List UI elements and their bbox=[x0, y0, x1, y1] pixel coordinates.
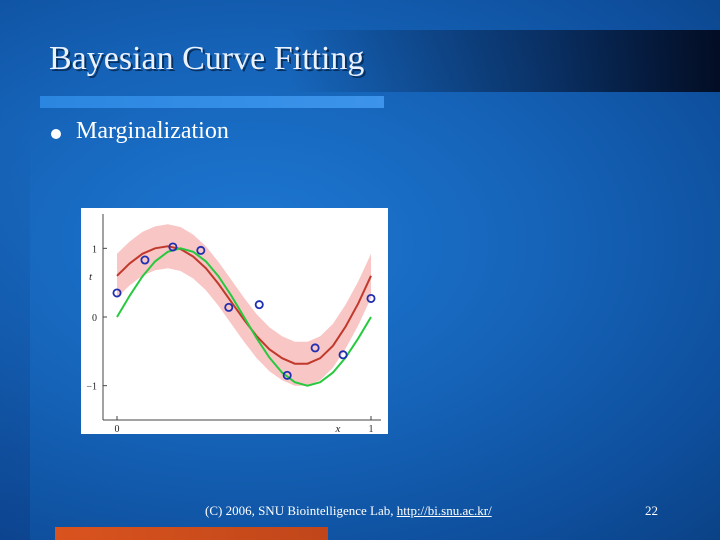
data-point bbox=[282, 370, 292, 380]
footer-text: (C) 2006, SNU Biointelligence Lab, http:… bbox=[205, 503, 492, 519]
x-tick-label: 0 bbox=[115, 424, 120, 434]
data-point bbox=[196, 245, 206, 255]
footer-copyright: (C) 2006, SNU Biointelligence Lab, bbox=[205, 503, 397, 518]
data-point bbox=[310, 343, 320, 353]
curve-fit-plot: 1 0 −1 0 1 t x bbox=[86, 214, 381, 434]
y-axis-label: t bbox=[89, 271, 93, 283]
y-tick-label: −1 bbox=[86, 382, 97, 393]
data-point bbox=[338, 350, 348, 360]
bottom-accent-bar bbox=[55, 527, 328, 540]
bullet-dot-icon bbox=[51, 129, 61, 139]
data-point bbox=[224, 302, 234, 312]
bullet-text: Marginalization bbox=[76, 118, 229, 144]
true-function-curve bbox=[116, 247, 372, 387]
data-point bbox=[366, 293, 376, 303]
data-point bbox=[112, 288, 122, 298]
y-tick-label: 1 bbox=[92, 244, 97, 255]
left-stripe bbox=[0, 108, 30, 540]
title-band bbox=[0, 30, 720, 92]
page-number: 22 bbox=[645, 503, 658, 518]
footer-link[interactable]: http://bi.snu.ac.kr/ bbox=[396, 503, 492, 518]
x-tick-label: 1 bbox=[369, 424, 374, 434]
data-point bbox=[168, 242, 178, 252]
data-point bbox=[254, 300, 264, 310]
slide-title: Bayesian Curve Fitting bbox=[49, 40, 365, 77]
y-tick-label: 0 bbox=[92, 313, 97, 324]
curve-fit-figure: 1 0 −1 0 1 t x bbox=[81, 208, 388, 434]
x-axis-label: x bbox=[334, 423, 340, 434]
data-point bbox=[140, 255, 150, 265]
predictive-uncertainty-band bbox=[117, 224, 371, 386]
predictive-mean-curve bbox=[116, 245, 372, 365]
title-underline-bar bbox=[40, 96, 384, 108]
